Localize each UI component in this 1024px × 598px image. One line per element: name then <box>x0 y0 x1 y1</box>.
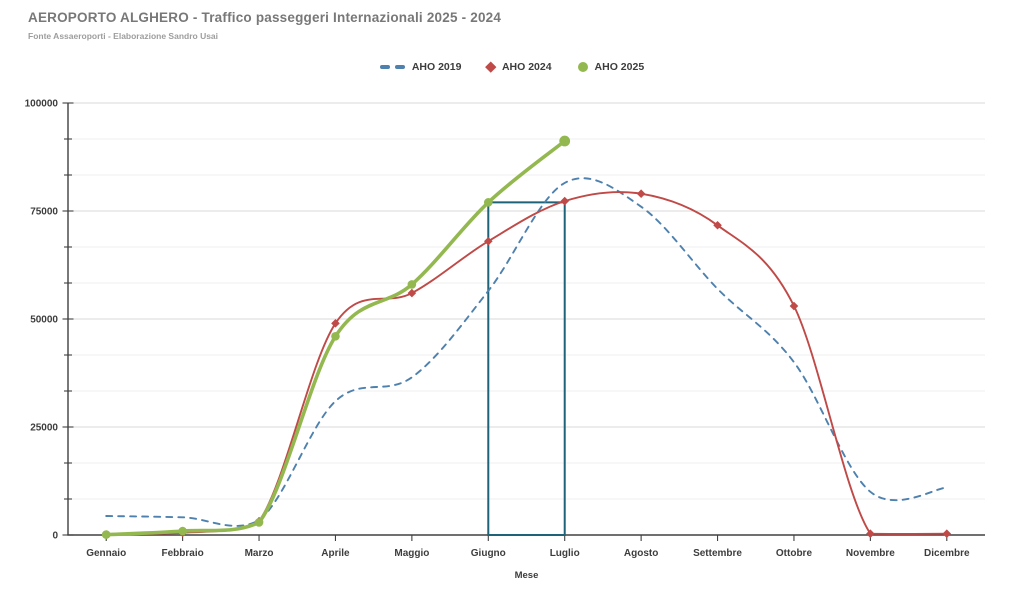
x-tick-label-febbraio: Febbraio <box>162 548 204 559</box>
legend-label-aho-2019: AHO 2019 <box>411 61 462 73</box>
marker-diamond-aho-2024 <box>331 319 340 328</box>
x-tick-label-aprile: Aprile <box>321 548 350 559</box>
circle-marker-legend-icon <box>577 62 588 72</box>
marker-diamond-aho-2024 <box>407 288 417 298</box>
x-tick-label-agosto: Agosto <box>624 548 658 559</box>
y-tick-label: 75000 <box>30 207 58 218</box>
marker-diamond-aho-2024 <box>942 529 952 539</box>
marker-diamond-aho-2024 <box>636 189 646 199</box>
x-axis-title: Mese <box>514 570 539 581</box>
marker-diamond-aho-2024 <box>560 196 570 206</box>
legend-item-aho-2024: AHO 2024 <box>485 61 552 73</box>
marker-circle-aho-2025 <box>483 198 493 207</box>
marker-diamond-aho-2024 <box>713 220 722 230</box>
chart-source: Fonte Assaeroporti - Elaborazione Sandro… <box>28 31 219 41</box>
annotation-box <box>487 201 566 537</box>
marker-circle-aho-2025 <box>559 135 571 147</box>
y-tick-label: 0 <box>52 531 58 542</box>
marker-diamond-aho-2024 <box>789 301 799 311</box>
marker-circle-aho-2025 <box>331 331 340 341</box>
marker-circle-aho-2025 <box>178 526 187 536</box>
x-tick-label-giugno: Giugno <box>471 548 506 559</box>
chart-legend: AHO 2019 AHO 2024 AHO 2025 <box>0 61 1024 73</box>
x-tick-label-gennaio: Gennaio <box>86 548 126 559</box>
x-tick-label-novembre: Novembre <box>846 548 895 559</box>
legend-label-aho-2024: AHO 2024 <box>501 61 552 73</box>
legend-item-aho-2019: AHO 2019 <box>379 61 462 73</box>
legend-item-aho-2025: AHO 2025 <box>577 61 645 73</box>
legend-label-aho-2025: AHO 2025 <box>594 61 645 73</box>
x-tick-label-luglio: Luglio <box>550 548 580 559</box>
x-tick-label-maggio: Maggio <box>394 548 429 559</box>
marker-diamond-aho-2024 <box>866 529 875 539</box>
marker-circle-aho-2025 <box>101 530 111 539</box>
x-tick-label-marzo: Marzo <box>245 548 274 559</box>
marker-circle-aho-2025 <box>407 280 417 289</box>
y-tick-label: 50000 <box>30 315 58 326</box>
series-line-aho-2019 <box>105 177 948 527</box>
series-line-aho-2024 <box>105 191 948 536</box>
x-tick-label-dicembre: Dicembre <box>924 548 970 559</box>
y-tick-label: 25000 <box>30 423 58 434</box>
marker-circle-aho-2025 <box>254 518 264 527</box>
chart-title: AEROPORTO ALGHERO - Traffico passeggeri … <box>28 10 502 25</box>
marker-diamond-aho-2024 <box>483 236 493 246</box>
y-tick-label: 100000 <box>25 99 59 110</box>
x-tick-label-settembre: Settembre <box>693 548 742 559</box>
x-tick-label-ottobre: Ottobre <box>776 548 813 559</box>
dashed-line-legend-icon <box>379 65 405 69</box>
